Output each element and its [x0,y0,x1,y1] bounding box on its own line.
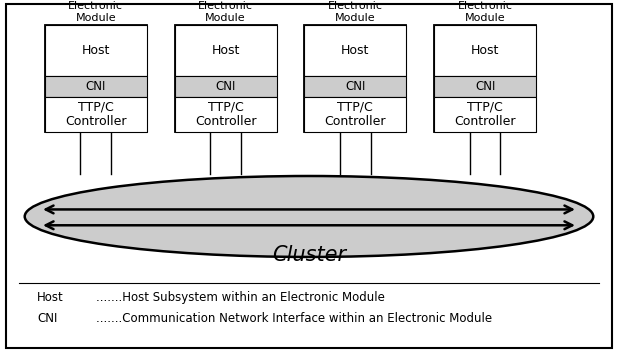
Bar [45,25,146,76]
Text: CNI: CNI [86,80,106,93]
Bar [174,25,277,76]
Text: TTP/C
Controller: TTP/C Controller [65,100,127,128]
Ellipse shape [25,176,593,257]
FancyArrowPatch shape [46,206,572,213]
Bar [304,25,407,76]
Bar [304,97,407,132]
Text: Cluster: Cluster [272,245,346,265]
Text: TTP/C
Controller: TTP/C Controller [454,100,516,128]
Bar [434,76,536,97]
Bar [304,25,407,132]
Text: Host: Host [82,44,110,57]
Text: TTP/C
Controller: TTP/C Controller [324,100,386,128]
Text: CNI: CNI [216,80,235,93]
Bar [174,97,277,132]
Text: Electronic
Module: Electronic Module [458,1,512,23]
Text: Host: Host [341,44,370,57]
Bar [434,25,536,132]
Text: Host: Host [471,44,499,57]
Text: CNI: CNI [475,80,495,93]
Bar [45,97,146,132]
Bar [174,76,277,97]
Text: .......Host Subsystem within an Electronic Module: .......Host Subsystem within an Electron… [96,291,384,304]
Text: CNI: CNI [345,80,365,93]
Text: .......Communication Network Interface within an Electronic Module: .......Communication Network Interface w… [96,312,492,325]
Text: Electronic
Module: Electronic Module [69,1,123,23]
Text: Host: Host [37,291,64,304]
Bar [434,25,536,76]
Bar [45,76,146,97]
Text: Host: Host [211,44,240,57]
Text: Electronic
Module: Electronic Module [198,1,253,23]
Bar [174,25,277,132]
Text: TTP/C
Controller: TTP/C Controller [195,100,256,128]
FancyArrowPatch shape [46,221,572,229]
Bar [304,76,407,97]
Text: Electronic
Module: Electronic Module [328,1,383,23]
Text: CNI: CNI [37,312,57,325]
Bar [45,25,146,132]
Bar [434,97,536,132]
